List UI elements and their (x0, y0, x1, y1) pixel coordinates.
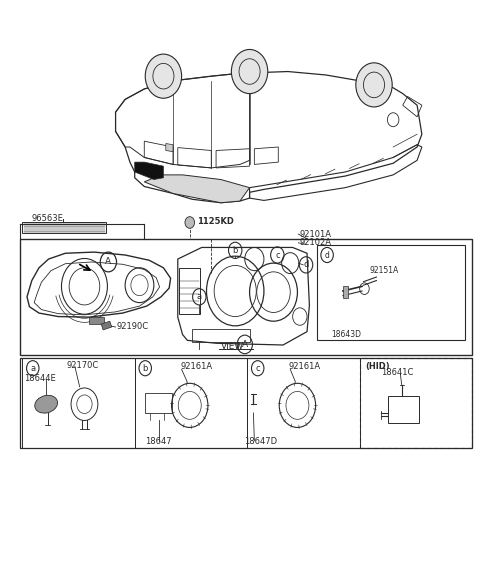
Text: 18644E: 18644E (24, 374, 55, 382)
Circle shape (185, 217, 194, 228)
Text: 92190C: 92190C (117, 322, 149, 332)
Bar (360, 358, 472, 448)
Bar (20, 239, 472, 355)
Text: (HID): (HID) (365, 362, 390, 371)
Bar (247, 358, 360, 448)
Bar (343, 286, 348, 298)
Text: 92101A: 92101A (300, 230, 332, 239)
Text: 18641C: 18641C (381, 368, 414, 377)
Bar (145, 393, 171, 413)
Bar (388, 396, 420, 423)
Bar (22, 222, 106, 233)
Bar (179, 268, 200, 314)
Text: c: c (275, 250, 280, 260)
Text: 96563E: 96563E (32, 214, 64, 223)
Text: 92161A: 92161A (289, 362, 321, 371)
Text: 18647: 18647 (145, 438, 172, 446)
Bar (20, 358, 472, 448)
Circle shape (356, 63, 392, 107)
Bar (192, 329, 250, 342)
Text: a: a (197, 292, 202, 301)
Text: 18647D: 18647D (244, 438, 277, 446)
Text: c: c (255, 364, 260, 372)
Text: 92151A: 92151A (369, 266, 398, 275)
Polygon shape (144, 175, 250, 203)
Polygon shape (166, 144, 173, 152)
Text: 92102A: 92102A (300, 238, 332, 247)
Polygon shape (101, 321, 112, 330)
Text: a: a (30, 364, 36, 372)
Text: A: A (105, 257, 111, 267)
Text: b: b (143, 364, 148, 372)
Text: 92161A: 92161A (180, 362, 212, 371)
Text: d: d (324, 250, 330, 260)
Text: b: b (232, 246, 238, 255)
Text: 18643D: 18643D (331, 330, 361, 339)
Text: 1125KD: 1125KD (197, 218, 234, 226)
Circle shape (145, 54, 181, 98)
Bar (135, 358, 247, 448)
Text: VIEW: VIEW (221, 342, 244, 351)
Bar (22, 358, 135, 448)
Text: d: d (303, 260, 309, 269)
Polygon shape (135, 162, 163, 179)
Bar (317, 244, 465, 340)
Circle shape (231, 49, 268, 94)
Ellipse shape (35, 395, 58, 413)
Polygon shape (89, 317, 104, 324)
Text: A: A (242, 340, 248, 349)
Text: 92170C: 92170C (67, 361, 99, 370)
